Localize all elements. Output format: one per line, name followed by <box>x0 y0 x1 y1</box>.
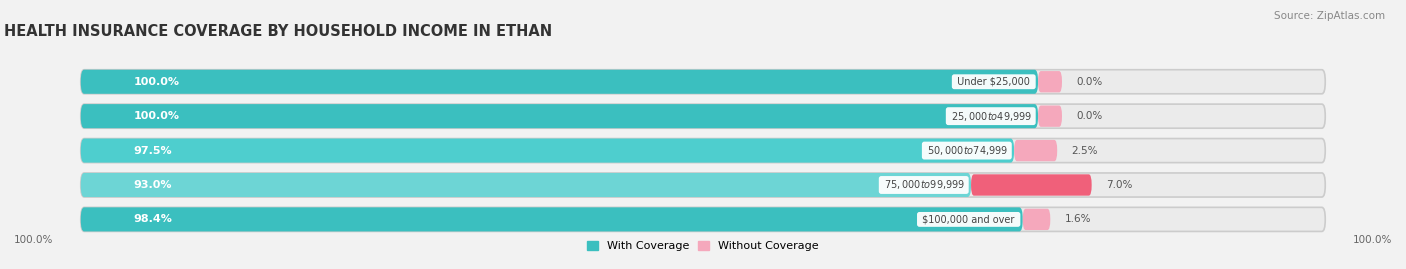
Legend: With Coverage, Without Coverage: With Coverage, Without Coverage <box>588 240 818 251</box>
Text: $25,000 to $49,999: $25,000 to $49,999 <box>948 110 1033 123</box>
FancyBboxPatch shape <box>80 70 1038 94</box>
FancyBboxPatch shape <box>80 173 1326 197</box>
Text: 93.0%: 93.0% <box>134 180 172 190</box>
Text: 100.0%: 100.0% <box>134 77 180 87</box>
FancyBboxPatch shape <box>1038 105 1062 127</box>
Text: HEALTH INSURANCE COVERAGE BY HOUSEHOLD INCOME IN ETHAN: HEALTH INSURANCE COVERAGE BY HOUSEHOLD I… <box>4 24 553 39</box>
Text: $75,000 to $99,999: $75,000 to $99,999 <box>882 179 966 192</box>
FancyBboxPatch shape <box>1014 140 1057 161</box>
FancyBboxPatch shape <box>80 207 1022 231</box>
FancyBboxPatch shape <box>80 139 1326 163</box>
FancyBboxPatch shape <box>80 139 1014 163</box>
Text: 1.6%: 1.6% <box>1064 214 1091 224</box>
FancyBboxPatch shape <box>80 173 972 197</box>
Text: 100.0%: 100.0% <box>14 235 53 245</box>
FancyBboxPatch shape <box>80 104 1326 128</box>
FancyBboxPatch shape <box>80 207 1326 231</box>
FancyBboxPatch shape <box>1038 71 1062 93</box>
Text: 100.0%: 100.0% <box>1353 235 1392 245</box>
Text: 100.0%: 100.0% <box>134 111 180 121</box>
Text: Source: ZipAtlas.com: Source: ZipAtlas.com <box>1274 11 1385 21</box>
Text: 98.4%: 98.4% <box>134 214 173 224</box>
FancyBboxPatch shape <box>80 70 1326 94</box>
Text: $100,000 and over: $100,000 and over <box>920 214 1018 224</box>
Text: 7.0%: 7.0% <box>1107 180 1132 190</box>
FancyBboxPatch shape <box>80 104 1038 128</box>
Text: 0.0%: 0.0% <box>1077 111 1102 121</box>
FancyBboxPatch shape <box>1022 209 1050 230</box>
Text: $50,000 to $74,999: $50,000 to $74,999 <box>924 144 1010 157</box>
Text: 97.5%: 97.5% <box>134 146 172 155</box>
Text: 2.5%: 2.5% <box>1071 146 1098 155</box>
Text: 0.0%: 0.0% <box>1077 77 1102 87</box>
FancyBboxPatch shape <box>972 174 1091 196</box>
Text: Under $25,000: Under $25,000 <box>955 77 1033 87</box>
